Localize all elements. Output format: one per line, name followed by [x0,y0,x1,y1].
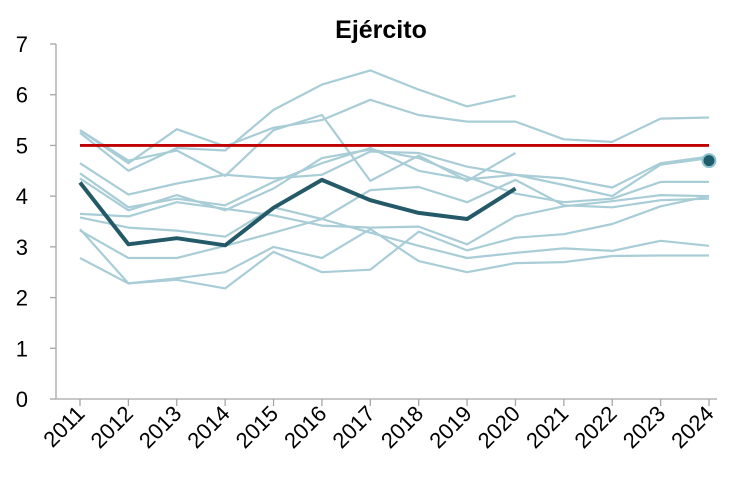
x-tick-label: 2018 [376,401,428,453]
x-tick-label: 2024 [666,401,718,453]
background-series-line-4 [79,150,710,196]
x-tick-label: 2014 [182,401,234,453]
x-tick-label: 2020 [473,401,525,453]
x-tick-label: 2015 [231,401,283,453]
background-series-line-8 [79,194,710,246]
x-tick-label: 2016 [279,401,331,453]
background-series-line-11 [79,195,710,290]
x-tick-label: 2023 [618,401,670,453]
background-series-line-6 [79,148,709,212]
y-tick-labels: 0 1 2 3 4 5 6 7 [16,32,28,412]
chart-title: Ejército [335,16,427,44]
background-series-line-9 [79,217,710,260]
y-tick-label: 1 [16,336,28,361]
series-layer [78,69,710,290]
y-tick-label: 7 [16,32,28,57]
x-tick-label: 2019 [424,401,476,453]
x-tick-label: 2017 [328,401,380,453]
background-series-line-7 [79,178,710,238]
x-tick-label: 2012 [86,401,138,453]
end-point-marker [701,153,717,169]
y-tick-label: 3 [16,235,28,260]
x-tick-label: 2013 [134,401,186,453]
axis-layer [50,43,717,406]
y-tick-label: 2 [16,286,28,311]
x-tick-labels: 2011201220132014201520162017201820192020… [38,401,718,453]
y-tick-label: 5 [16,133,28,158]
y-tick-label: 0 [16,387,28,412]
x-tick-label: 2021 [521,401,573,453]
x-tick-label: 2022 [569,401,621,453]
y-tick-label: 4 [16,184,28,209]
y-tick-label: 6 [16,83,28,108]
overlay-layer [701,153,717,169]
x-tick-label: 2011 [38,401,89,452]
highlight-series-line [78,177,517,248]
background-series-line-5 [79,146,710,209]
background-series-line-2 [79,69,516,172]
background-series-line-10 [79,228,709,285]
background-series-line-3 [79,98,710,165]
